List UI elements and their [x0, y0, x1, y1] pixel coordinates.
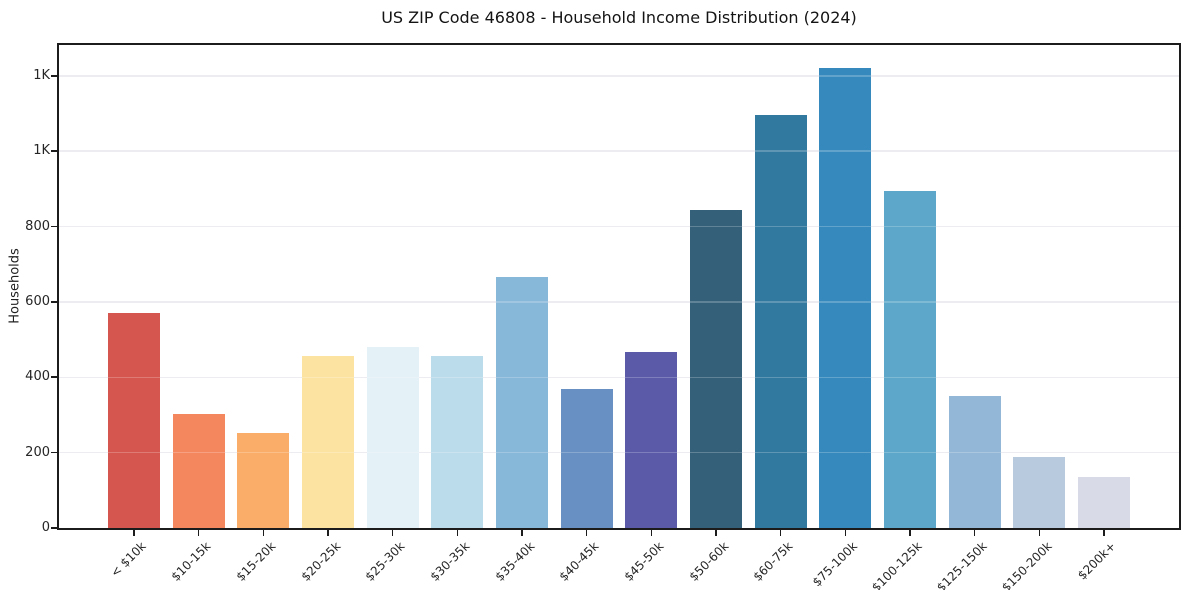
y-tick-label: 200 — [25, 444, 50, 460]
x-axis-tick — [391, 530, 394, 536]
x-axis-tick — [650, 530, 653, 536]
bar — [108, 313, 160, 528]
plot-area — [57, 43, 1181, 530]
x-axis-tick — [327, 530, 329, 536]
bar — [237, 433, 290, 528]
y-tick-label: 1K — [33, 67, 50, 83]
bar — [172, 414, 225, 528]
x-axis-tick — [844, 530, 847, 536]
y-axis-tick — [51, 150, 57, 153]
bar — [1077, 476, 1130, 528]
x-axis-tick — [133, 530, 135, 536]
x-tick-label: $40-45k — [556, 539, 602, 584]
x-tick-label: $50-60k — [686, 539, 731, 584]
gridline-overlay — [59, 225, 1179, 228]
x-tick-label: $75-100k — [809, 539, 861, 590]
gridline-overlay — [59, 376, 1179, 379]
gridline — [59, 451, 1179, 454]
x-axis-tick — [585, 530, 588, 536]
y-tick-label: 400 — [25, 369, 50, 385]
x-tick-label: < $10k — [108, 539, 149, 580]
x-axis-tick — [197, 530, 200, 536]
y-axis-tick — [51, 451, 57, 454]
x-tick-label: $45-50k — [621, 539, 667, 584]
bar — [1013, 457, 1066, 528]
bar — [560, 388, 613, 528]
bar — [754, 115, 807, 528]
x-tick-label: $60-75k — [750, 539, 796, 584]
bar — [495, 277, 548, 528]
x-tick-label: $10-15k — [168, 539, 214, 584]
gridline — [59, 75, 1179, 77]
x-tick-label: $125-150k — [933, 539, 990, 590]
x-tick-label: $15-20k — [233, 539, 279, 584]
chart-title: US ZIP Code 46808 - Household Income Dis… — [381, 8, 857, 27]
x-tick-label: $20-25k — [298, 539, 343, 584]
y-axis-label: Households — [7, 248, 23, 324]
bar — [431, 356, 484, 528]
y-tick-label: 0 — [41, 520, 50, 535]
bar — [948, 396, 1001, 528]
y-axis-tick — [51, 527, 57, 529]
y-axis-tick — [51, 225, 57, 228]
y-axis-tick — [51, 376, 57, 379]
x-tick-label: $35-40k — [492, 539, 537, 584]
x-axis-tick — [521, 530, 523, 536]
x-axis-tick — [909, 530, 911, 536]
bar — [819, 67, 872, 528]
x-tick-label: $100-125k — [869, 539, 925, 590]
bar — [625, 351, 678, 528]
x-tick-label: $200k+ — [1075, 539, 1119, 583]
x-axis-tick — [973, 530, 976, 536]
y-tick-label: 600 — [25, 293, 50, 309]
x-tick-label: $150-200k — [998, 539, 1055, 590]
x-axis-tick — [456, 530, 459, 536]
x-axis-tick — [1038, 530, 1041, 536]
x-tick-label: $25-30k — [362, 539, 408, 584]
gridline — [59, 150, 1179, 152]
gridline-overlay — [59, 451, 1179, 454]
gridline — [59, 301, 1179, 303]
y-tick-label: 800 — [25, 218, 50, 234]
gridline-overlay — [59, 150, 1179, 152]
x-axis-tick — [262, 530, 265, 536]
y-axis-tick — [51, 301, 57, 303]
x-axis-tick — [1103, 530, 1105, 536]
gridline — [59, 225, 1179, 228]
gridline — [59, 376, 1179, 379]
x-axis-tick — [715, 530, 717, 536]
bar — [301, 356, 354, 528]
bar — [366, 346, 419, 528]
bar — [883, 190, 936, 528]
gridline-overlay — [59, 75, 1179, 77]
x-axis-tick — [779, 530, 782, 536]
gridline-overlay — [59, 301, 1179, 303]
y-axis-tick — [51, 75, 57, 77]
x-tick-label: $30-35k — [427, 539, 473, 584]
y-tick-label: 1K — [33, 143, 50, 159]
bar — [689, 210, 742, 528]
